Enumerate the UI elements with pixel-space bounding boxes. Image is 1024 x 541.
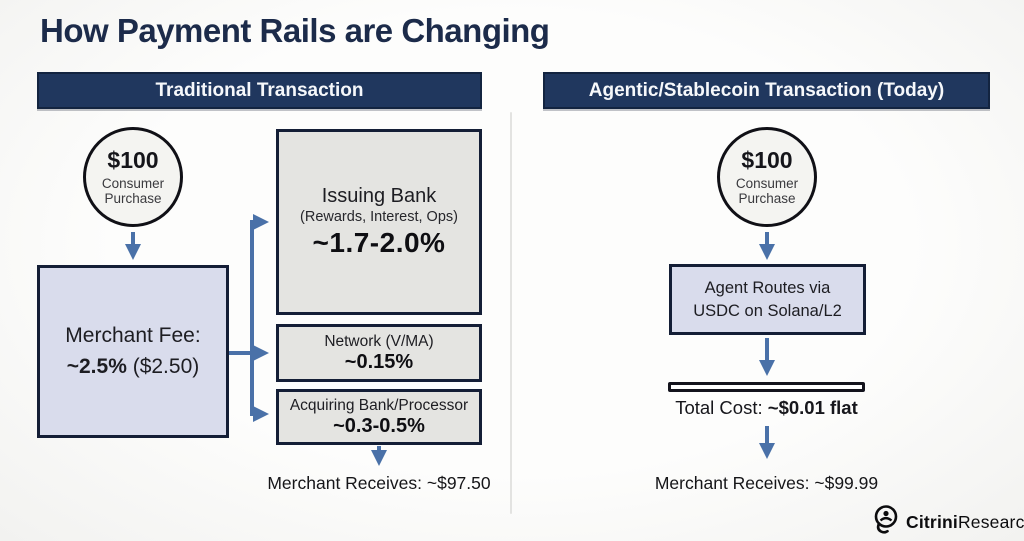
total-cost-value: ~$0.01 flat [767,397,858,418]
merchant-receives-right: Merchant Receives: ~$99.99 [654,473,879,493]
network-title: Network (V/MA) [324,332,434,350]
purchase-label-line1: Consumer [735,175,799,191]
right-column-header-label: Agentic/Stablecoin Transaction (Today) [588,79,945,101]
page-title: How Payment Rails are Changing [40,12,550,49]
merchant-fee-label: Merchant Fee: [65,324,201,348]
left-column-header: Traditional Transaction [37,72,482,109]
merchant-fee-box: Merchant Fee: ~2.5% ($2.50) [37,265,229,438]
agent-routes-line1: Agent Routes via [704,279,831,298]
acquiring-bank-title: Acquiring Bank/Processor [289,396,469,414]
purchase-label-line2: Purchase [104,190,162,206]
agent-routes-box: Agent Routes via USDC on Solana/L2 [669,264,866,335]
purchase-label-line1: Consumer [101,175,165,191]
brand-name: CitriniResearch [906,512,1024,532]
issuing-bank-box: Issuing Bank (Rewards, Interest, Ops) ~1… [276,129,482,315]
consumer-purchase-node-right: $100 Consumer Purchase [717,127,817,227]
merchant-receives-left: Merchant Receives: ~$97.50 [267,473,491,493]
settlement-bar [668,382,865,392]
purchase-amount: $100 [741,147,793,174]
acquiring-bank-rate: ~0.3-0.5% [333,414,425,437]
purchase-amount: $100 [107,147,159,174]
acquiring-bank-box: Acquiring Bank/Processor ~0.3-0.5% [276,389,482,445]
issuing-bank-title: Issuing Bank [321,185,437,207]
column-divider [510,112,512,514]
network-box: Network (V/MA) ~0.15% [276,324,482,382]
purchase-label-line2: Purchase [738,190,796,206]
agent-routes-line2: USDC on Solana/L2 [693,301,842,320]
total-cost-label: Total Cost: [675,397,768,418]
brand-logo: CitriniResearch [870,503,1024,541]
merchant-fee-value: ~2.5% ($2.50) [66,354,200,378]
issuing-bank-subtitle: (Rewards, Interest, Ops) [300,209,458,225]
left-column-header-label: Traditional Transaction [155,79,364,101]
total-cost: Total Cost: ~$0.01 flat [620,397,913,419]
issuing-bank-rate: ~1.7-2.0% [312,227,446,258]
consumer-purchase-node-left: $100 Consumer Purchase [83,127,183,227]
citrini-logo-icon [870,503,902,541]
network-rate: ~0.15% [344,350,414,373]
right-column-header: Agentic/Stablecoin Transaction (Today) [543,72,990,109]
